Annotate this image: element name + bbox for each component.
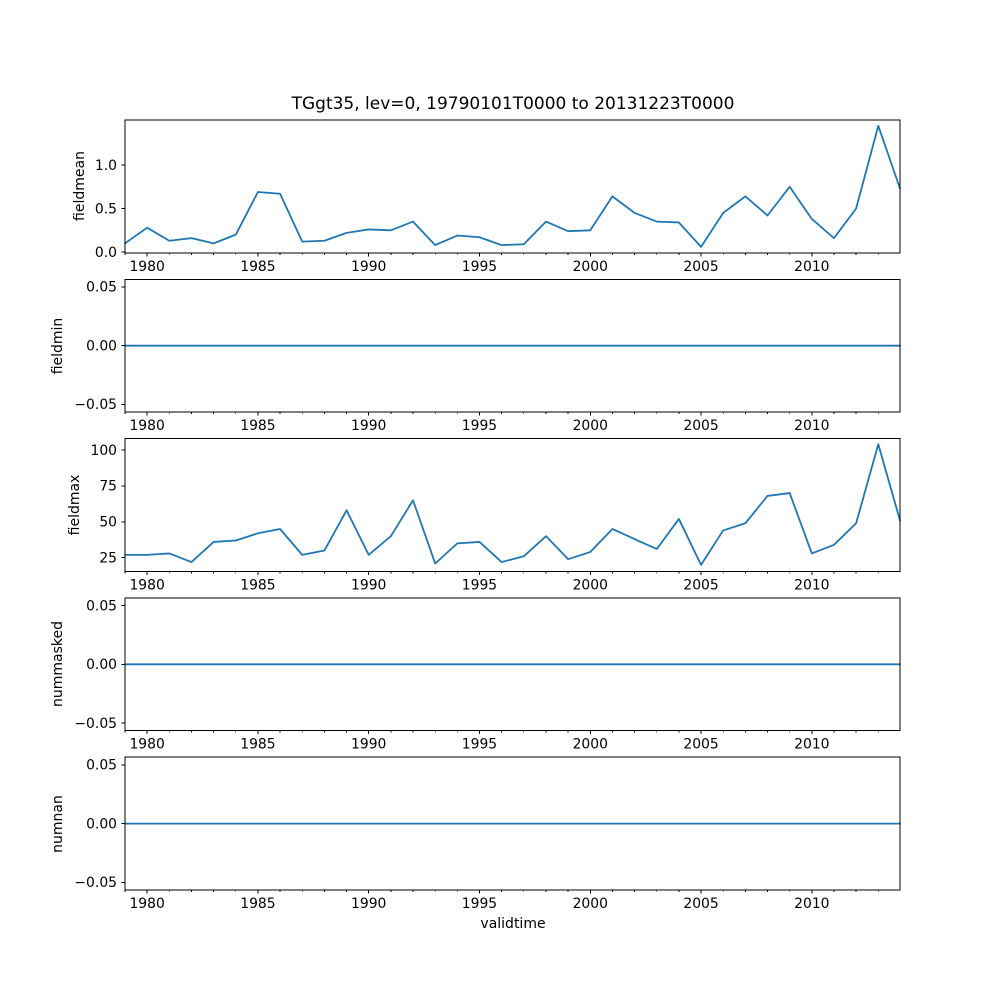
x-tick-label: 2010	[794, 737, 829, 753]
x-tick-label: 1990	[351, 259, 386, 275]
figure-title: TGgt35, lev=0, 19790101T0000 to 20131223…	[291, 94, 735, 114]
x-tick-label: 1980	[129, 896, 164, 912]
fieldmean-line	[124, 124, 901, 248]
ylabel-fieldmean: fieldmean	[72, 151, 88, 221]
subplot-fieldmax: 1980 1985 1990 1995 2000 2005 2010 25 50 75 100	[90, 438, 901, 593]
axes-frame	[124, 278, 901, 413]
y-tick-label: 50	[99, 515, 117, 531]
x-tick-label: 1985	[240, 259, 275, 275]
x-tick-label: 2000	[573, 896, 608, 912]
x-tick-label: 2010	[794, 259, 829, 275]
x-tick-label: 1985	[240, 577, 275, 593]
y-tick-label: 0.05	[86, 280, 117, 296]
y-tick-label: 0.00	[86, 657, 117, 673]
x-tick-label: 1995	[462, 896, 497, 912]
subplot-numnan: 1980 1985 1990 1995 2000 2005 2010 −0.05 0.00 0.0…	[74, 756, 901, 912]
x-tick-label: 1985	[240, 896, 275, 912]
subplot-nummasked: 1980 1985 1990 1995 2000 2005 2010 −0.05 0.00 0.0…	[74, 597, 901, 753]
x-tick-label: 2005	[683, 896, 718, 912]
y-tick-label: 100	[90, 443, 117, 459]
x-tick-label: 2000	[573, 577, 608, 593]
xlabel-validtime: validtime	[480, 916, 546, 932]
x-tick-label: 1995	[462, 737, 497, 753]
x-tick-label: 1990	[351, 737, 386, 753]
axes-frame	[124, 119, 901, 254]
x-tick-label: 1980	[129, 259, 164, 275]
subplot-fieldmean: 1980 1985 1990 1995 2000 2005 2010 0.0 0.5 1.0	[95, 119, 901, 275]
x-tick-label: 1990	[351, 418, 386, 434]
y-tick-label: 1.0	[95, 158, 117, 174]
x-tick-label: 1980	[129, 737, 164, 753]
x-tick-label: 1990	[351, 577, 386, 593]
x-tick-label: 2000	[573, 259, 608, 275]
x-tick-label: 1985	[240, 418, 275, 434]
y-tick-label: 75	[99, 479, 117, 495]
axes-frame	[124, 438, 901, 572]
y-tick-label: −0.05	[74, 875, 117, 891]
y-tick-label: 25	[99, 551, 117, 567]
y-tick-label: 0.00	[86, 816, 117, 832]
y-tick-label: −0.05	[74, 397, 117, 413]
ylabel-numnan: numnan	[50, 795, 66, 853]
x-tick-label: 2010	[794, 896, 829, 912]
y-tick-label: 0.5	[95, 201, 117, 217]
x-tick-label: 2010	[794, 577, 829, 593]
x-tick-label: 1995	[462, 418, 497, 434]
x-tick-label: 1995	[462, 259, 497, 275]
ylabel-nummasked: nummasked	[50, 620, 66, 708]
x-tick-label: 2005	[683, 418, 718, 434]
subplot-fieldmin: 1980 1985 1990 1995 2000 2005 2010 −0.05 0.00 0.0…	[74, 278, 901, 434]
x-tick-label: 2005	[683, 737, 718, 753]
x-tick-label: 2005	[683, 577, 718, 593]
axes-frame	[124, 597, 901, 732]
x-tick-label: 2010	[794, 418, 829, 434]
x-tick-label: 2000	[573, 737, 608, 753]
x-tick-label: 1995	[462, 577, 497, 593]
x-tick-label: 1980	[129, 577, 164, 593]
y-tick-label: 0.05	[86, 598, 117, 614]
x-tick-label: 2005	[683, 259, 718, 275]
ylabel-fieldmin: fieldmin	[50, 317, 66, 375]
y-tick-label: 0.05	[86, 758, 117, 774]
y-tick-label: 0.00	[86, 338, 117, 354]
ylabel-fieldmax: fieldmax	[67, 474, 83, 536]
y-tick-label: 0.0	[95, 245, 117, 261]
x-tick-label: 1990	[351, 896, 386, 912]
axes-frame	[124, 756, 901, 891]
x-tick-label: 2000	[573, 418, 608, 434]
fieldmax-line	[124, 443, 901, 566]
x-tick-label: 1985	[240, 737, 275, 753]
y-tick-label: −0.05	[74, 716, 117, 732]
x-tick-label: 1980	[129, 418, 164, 434]
